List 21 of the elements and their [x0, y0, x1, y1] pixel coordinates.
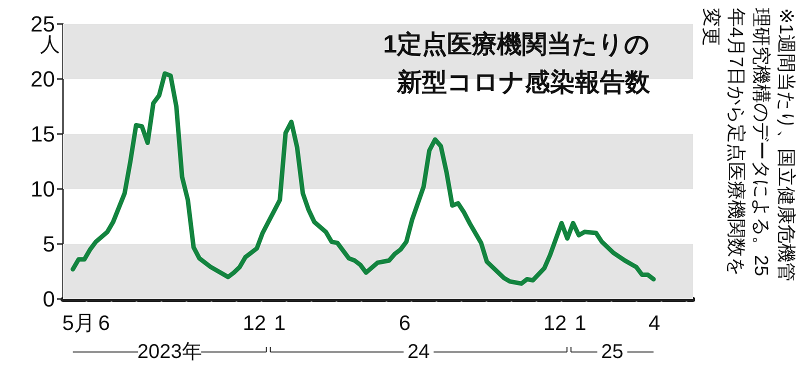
x-tick-label: 12 — [543, 312, 567, 335]
x-tick-label: 5月 — [62, 312, 95, 335]
y-tick-label: 25 — [30, 12, 55, 36]
x-tick-label: 12 — [242, 312, 266, 335]
y-tick-label: 15 — [30, 122, 55, 146]
text: 新型コロナ感染報告数 — [396, 68, 651, 96]
x-tick-label: 1 — [574, 312, 586, 335]
x-tick-label: 6 — [398, 312, 411, 335]
y-tick-label: 5 — [42, 232, 55, 256]
chart-title: 1定点医療機関当たりの — [383, 30, 650, 58]
y-tick-label: 10 — [30, 176, 55, 202]
x-tick-label: 1 — [274, 312, 286, 335]
y-axis-title: 人 — [40, 34, 60, 56]
text: 24 — [408, 341, 430, 363]
y-tick-label: 0 — [42, 286, 55, 312]
text: ※1週間当たり、国立健康危機管理研究機構のデータによる。25年4月7日から定点医療機関数を変更 — [699, 8, 797, 284]
x-tick-label: 6 — [98, 312, 110, 335]
text: 2023年 — [137, 341, 202, 363]
y-tick-label: 20 — [30, 66, 55, 92]
x-tick-label: 4 — [648, 312, 661, 335]
text: 25 — [601, 341, 624, 363]
